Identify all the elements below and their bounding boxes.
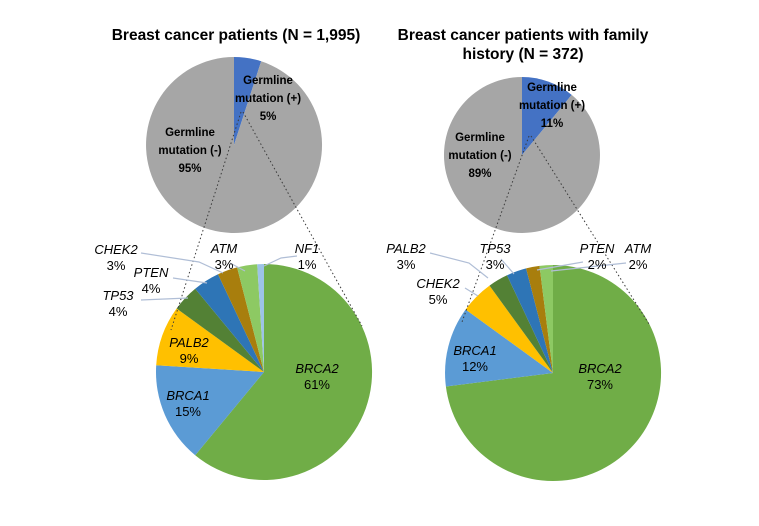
gene-label-pten-right: PTEN 2% <box>579 241 615 272</box>
overview-label-germline-positive-right: Germline mutation (+) 11% <box>518 82 586 130</box>
detail-slice-palb2 <box>156 308 264 372</box>
detail-slice-palb2 <box>489 275 553 373</box>
detail-slice-tp53 <box>507 268 553 373</box>
detail-slice-tp53 <box>176 288 264 372</box>
panel-right <box>429 77 662 481</box>
gene-label-brca2-left: BRCA2 61% <box>295 361 339 392</box>
gene-label-tp53-left: TP53 4% <box>102 288 134 319</box>
detail-slice-brca2 <box>195 264 373 480</box>
gene-label-tp53-right: TP53 3% <box>479 241 511 272</box>
label-leader-line <box>429 252 489 279</box>
gene-label-chek2-right: CHEK2 5% <box>416 276 460 307</box>
overview-slice-germline-negative <box>146 57 323 233</box>
detail-slice-brca1 <box>445 309 553 387</box>
detail-slice-pten <box>195 274 264 372</box>
overview-label-germline-positive-left: Germline mutation (+) 5% <box>234 75 302 123</box>
label-leader-line <box>140 297 189 301</box>
gene-label-palb2-left: PALB2 9% <box>169 335 209 366</box>
pie-connector-line <box>242 111 363 327</box>
gene-label-brca2-right: BRCA2 73% <box>578 361 622 392</box>
pie-connector-line <box>461 135 530 323</box>
detail-slice-chek2 <box>218 267 264 372</box>
detail-slice-atm <box>539 265 553 373</box>
pie-connector-line <box>530 135 650 325</box>
chart-title-right: Breast cancer patients with family histo… <box>397 27 649 63</box>
label-leader-line <box>172 277 208 284</box>
detail-slice-nf1 <box>257 263 264 372</box>
detail-slice-brca1 <box>155 365 264 456</box>
gene-label-brca1-right: BRCA1 12% <box>453 343 497 374</box>
detail-slice-pten <box>526 265 553 373</box>
panel-left <box>140 56 373 480</box>
label-leader-line <box>550 262 627 272</box>
gene-label-brca1-left: BRCA1 15% <box>166 388 210 419</box>
overview-slice-germline-positive <box>522 77 572 155</box>
label-leader-line <box>536 261 584 271</box>
gene-label-chek2-left: CHEK2 3% <box>94 242 138 273</box>
overview-label-germline-negative-right: Germline mutation (-) 89% <box>448 132 512 180</box>
label-leader-line <box>140 252 224 274</box>
detail-slice-brca2 <box>445 265 662 481</box>
overview-slice-germline-positive <box>234 56 262 145</box>
gene-label-pten-left: PTEN 4% <box>133 265 169 296</box>
label-leader-line <box>464 287 479 297</box>
label-leader-line <box>229 262 246 272</box>
chart-title-left: Breast cancer patients (N = 1,995) <box>111 27 361 44</box>
detail-slice-atm <box>237 264 264 372</box>
label-leader-line <box>500 258 515 275</box>
label-leader-line <box>263 255 298 267</box>
gene-label-atm-right: ATM 2% <box>624 241 652 272</box>
detail-slice-chek2 <box>465 285 553 373</box>
gene-label-nf1-left: NF1 1% <box>294 241 320 272</box>
gene-label-palb2-right: PALB2 3% <box>386 241 426 272</box>
overview-label-germline-negative-left: Germline mutation (-) 95% <box>158 127 222 175</box>
gene-label-atm-left: ATM 3% <box>210 241 238 272</box>
